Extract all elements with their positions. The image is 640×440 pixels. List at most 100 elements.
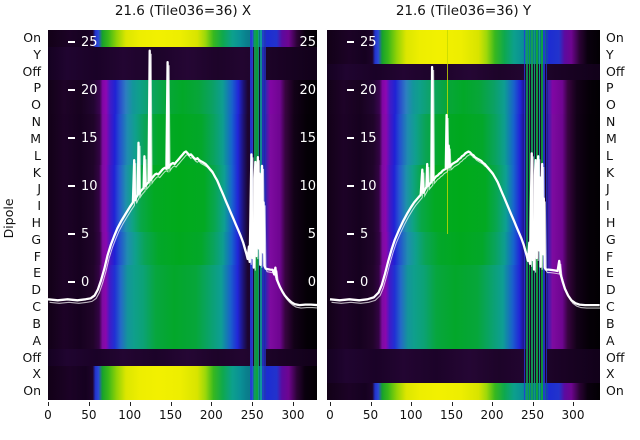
dipole-label: O: [31, 97, 41, 113]
left-panel-title: 21.6 (Tile036=36) X: [114, 3, 252, 19]
x-axis-left: 0 50 100 150 200 250 300: [44, 400, 317, 428]
heatmap-stripe: [446, 30, 448, 234]
inner-value-tick-left: 20: [68, 83, 98, 99]
x-tick-label: 0: [44, 408, 52, 422]
dipole-label: F: [33, 248, 41, 264]
inner-value-tick-left: 25: [347, 35, 377, 51]
inner-value-tick-left: 5: [347, 227, 368, 243]
tick-dash: [68, 280, 75, 283]
inner-value-tick-right: 5: [307, 227, 316, 242]
heatmap-row-l: [48, 147, 317, 165]
tick-dash: [68, 88, 75, 91]
dipole-label: X: [606, 366, 615, 382]
dipole-label: E: [606, 265, 614, 281]
inner-value-tick-right: 25: [299, 35, 316, 50]
x-tick-label: 0: [326, 408, 334, 422]
x-tick-label: 100: [399, 408, 423, 422]
dipole-label: Y: [33, 46, 41, 62]
x-tick-label: 300: [281, 408, 305, 422]
heatmap-row-off: [327, 63, 600, 81]
heatmap-stripe: [262, 30, 264, 400]
inner-value-tick-right: 15: [299, 131, 316, 146]
heatmap-stripe: [545, 30, 548, 400]
tick-dash: [347, 136, 354, 139]
dipole-labels-right: On Y Off P O N M L K J I H G F E D C B A Off X On: [606, 30, 640, 400]
x-tick-label: 50: [81, 408, 97, 422]
tick-value: 15: [360, 131, 377, 146]
dipole-label: P: [606, 80, 614, 96]
heatmap-stripe: [538, 30, 541, 400]
tick-value: 15: [81, 131, 98, 146]
heatmap-row-x: [48, 366, 317, 384]
heatmap-row-off: [48, 63, 317, 81]
x-tick-mark: [252, 402, 254, 406]
right-panel-title: 21.6 (Tile036=36) Y: [395, 3, 532, 19]
heatmap-row-on: [327, 383, 600, 400]
tick-value: 10: [360, 179, 377, 194]
tick-dash: [347, 88, 354, 91]
tick-dash: [68, 40, 75, 43]
dipole-label: F: [606, 248, 614, 264]
dipole-label: P: [33, 80, 41, 96]
tick-value: 20: [360, 83, 377, 98]
dipole-label: G: [606, 231, 616, 247]
dipole-label: Off: [22, 349, 41, 365]
heatmap-panel-x: 25 25 20 20 15 15 10 10 5 5 0 0: [48, 30, 317, 400]
tick-value: 25: [360, 35, 377, 50]
x-tick-mark: [330, 402, 331, 406]
dipole-label: E: [33, 265, 41, 281]
dipole-label: K: [32, 164, 41, 180]
heatmap-stripe: [526, 30, 528, 400]
x-tick-mark: [451, 402, 453, 406]
dipole-label: N: [31, 114, 41, 130]
dipole-label: On: [606, 383, 624, 399]
tick-value: 0: [81, 275, 90, 290]
dipole-label: J: [606, 181, 610, 197]
inner-value-tick-left: 20: [347, 83, 377, 99]
heatmap-row-b: [327, 315, 600, 333]
x-tick-label: 150: [159, 408, 182, 422]
heatmap-stripe: [541, 30, 543, 400]
tick-dash: [347, 184, 354, 187]
heatmap-stripe: [258, 30, 260, 400]
x-tick-mark: [293, 402, 294, 406]
heatmap-panel-y: 25 20 15 10 5 0: [327, 30, 600, 400]
dipole-label: On: [23, 383, 41, 399]
tick-dash: [347, 280, 354, 283]
heatmap-row-o: [327, 97, 600, 115]
heatmap-row-a: [327, 332, 600, 350]
heatmap-row-n: [48, 114, 317, 131]
heatmap-stripe: [523, 30, 526, 400]
dipole-label: M: [606, 130, 617, 146]
tick-dash: [68, 232, 75, 235]
tick-value: 20: [81, 83, 98, 98]
tick-dash: [68, 136, 75, 139]
dipole-label: H: [31, 215, 41, 230]
x-tick-mark: [48, 402, 49, 406]
dipole-label: Y: [606, 46, 614, 62]
x-tick-mark: [129, 402, 131, 406]
x-tick-label: 50: [362, 408, 379, 422]
heatmap-row-x: [327, 366, 600, 384]
x-tick-label: 200: [199, 408, 223, 422]
heatmap-row-i: [327, 198, 600, 215]
tick-value: 0: [360, 275, 369, 290]
heatmap-row-f: [48, 248, 317, 266]
tick-value: 5: [360, 227, 369, 242]
heatmap-stripe: [264, 30, 266, 400]
heatmap-row-n: [327, 114, 600, 131]
inner-value-tick-left: 15: [347, 131, 377, 147]
heatmap-stripe: [533, 30, 536, 400]
tick-dash: [347, 40, 354, 43]
tick-value: 25: [81, 35, 98, 50]
inner-value-tick-right: 20: [299, 83, 316, 98]
heatmap-row-b: [48, 315, 317, 333]
inner-value-tick-right: 10: [299, 179, 316, 194]
dipole-label: O: [606, 97, 616, 113]
dipole-label: K: [606, 164, 615, 180]
dipole-label: J: [37, 181, 41, 197]
x-tick-mark: [211, 402, 213, 406]
heatmap-row-l: [327, 147, 600, 165]
dipole-label: B: [32, 315, 41, 331]
dipole-label: G: [31, 231, 41, 247]
